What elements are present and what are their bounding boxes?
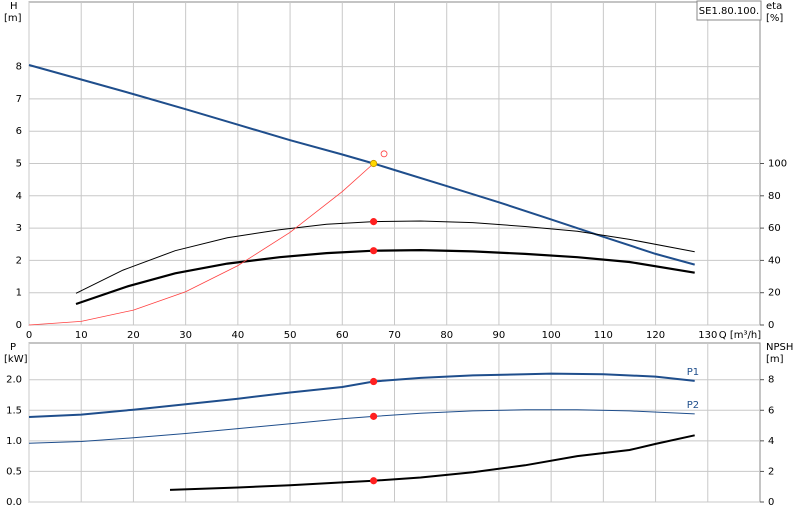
y-tick-label: 7	[16, 94, 22, 105]
y-tick-label: 1	[16, 288, 22, 299]
y2-tick-label: 8	[768, 375, 774, 386]
y-tick-label: 2	[16, 255, 22, 266]
series-label: P2	[687, 400, 699, 411]
series-line	[28, 163, 374, 326]
y2-tick-label: 60	[768, 223, 781, 234]
y2-tick-label: 40	[768, 255, 781, 266]
operating-point	[380, 150, 388, 158]
y-tick-label: 0.0	[6, 497, 22, 508]
x-tick-label: 90	[493, 330, 506, 341]
y2-axis-unit: [m]	[766, 354, 784, 365]
y2-tick-label: 6	[768, 405, 774, 416]
chart-title: SE1.80.100.	[699, 6, 759, 17]
operating-point	[370, 377, 378, 386]
y2-tick-label: 100	[768, 159, 787, 170]
y-tick-label: 2.0	[6, 375, 22, 386]
x-tick-label: 20	[127, 330, 140, 341]
y2-tick-label: 0	[768, 497, 774, 508]
x-tick-label: 50	[284, 330, 297, 341]
operating-point	[370, 412, 378, 420]
operating-point	[370, 218, 378, 226]
y-tick-label: 5	[16, 159, 22, 170]
x-tick-label: 120	[646, 330, 665, 341]
x-tick-label: 40	[231, 330, 244, 341]
series-line	[169, 434, 695, 491]
y-tick-label: 0.5	[6, 466, 22, 477]
y-tick-label: 1.5	[6, 405, 22, 416]
y-tick-label: 8	[16, 62, 22, 73]
series-line	[28, 409, 695, 444]
x-tick-label: 110	[594, 330, 613, 341]
x-tick-label: 100	[542, 330, 561, 341]
x-tick-label: 60	[336, 330, 349, 341]
y2-tick-label: 80	[768, 191, 781, 202]
y-tick-label: 1.0	[6, 436, 22, 447]
y2-tick-label: 20	[768, 288, 781, 299]
y-tick-label: 0	[16, 320, 22, 331]
operating-point	[370, 247, 378, 255]
y2-axis-unit: [%]	[766, 13, 783, 24]
y-axis-unit: [kW]	[4, 354, 28, 365]
x-tick-label: 130	[698, 330, 717, 341]
x-tick-label: 10	[75, 330, 88, 341]
y2-tick-label: 2	[768, 466, 774, 477]
series-label: P1	[687, 367, 699, 378]
x-tick-label: 80	[440, 330, 453, 341]
operating-point	[370, 477, 378, 485]
y-tick-label: 6	[16, 126, 22, 137]
title-box	[696, 0, 762, 21]
y-axis-label: P	[10, 342, 16, 353]
x-axis-label: Q [m³/h]	[719, 330, 761, 341]
y-axis-unit: [m]	[4, 13, 22, 24]
y2-tick-label: 4	[768, 436, 774, 447]
y-tick-label: 4	[16, 191, 22, 202]
y2-axis-label: NPSH	[766, 342, 793, 353]
y-axis-label: H	[10, 1, 18, 12]
y-tick-label: 3	[16, 223, 22, 234]
operating-point	[370, 159, 378, 168]
y2-axis-label: eta	[766, 1, 782, 12]
y2-tick-label: 0	[768, 320, 774, 331]
x-tick-label: 70	[388, 330, 401, 341]
x-tick-label: 0	[26, 330, 32, 341]
x-tick-label: 30	[179, 330, 192, 341]
